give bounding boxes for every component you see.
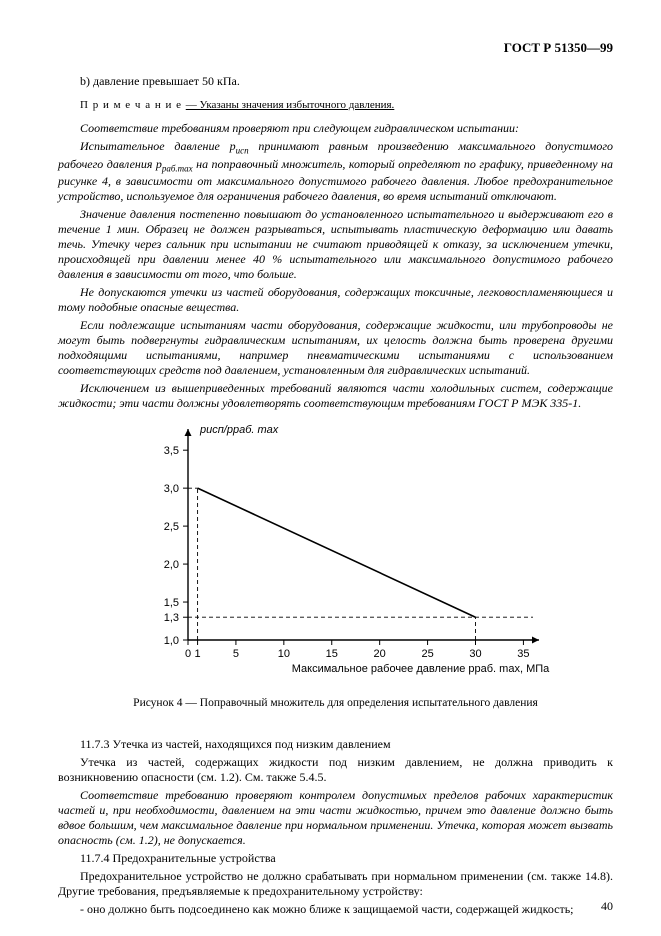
para-1: Соответствие требованиям проверяют при с… [58,121,613,136]
para-2: Испытательное давление pисп принимают ра… [58,139,613,204]
sec-11-7-4-p1: Предохранительное устройство не должно с… [58,869,613,899]
sec-11-7-3-head: 11.7.3 Утечка из частей, находящихся под… [58,737,613,752]
p2a: Испытательное давление p [80,139,236,153]
sec-11-7-4-head: 11.7.4 Предохранительные устройства [58,851,613,866]
svg-text:30: 30 [469,648,481,660]
sec-11-7-4-li1: - оно должно быть подсоединено как можно… [58,902,613,917]
note-label: П р и м е ч а н и е [80,99,182,111]
para-5: Если подлежащие испытаниям части оборудо… [58,318,613,378]
svg-text:1: 1 [195,648,201,660]
svg-text:3,0: 3,0 [164,483,179,495]
svg-text:20: 20 [374,648,386,660]
svg-text:2,0: 2,0 [164,559,179,571]
svg-text:0: 0 [185,648,191,660]
figure-4-caption: Рисунок 4 — Поправочный множитель для оп… [58,697,613,709]
para-6: Исключением из вышеприведенных требовани… [58,381,613,411]
svg-text:5: 5 [233,648,239,660]
sub-isp: исп [236,145,249,155]
svg-text:15: 15 [326,648,338,660]
sec-11-7-3-p2: Соответствие требованию проверяют контро… [58,788,613,848]
note-text: — Указаны значения избыточного давления. [186,99,395,111]
item-b: b) давление превышает 50 кПа. [58,74,613,89]
svg-text:Максимальное рабочее давление: Максимальное рабочее давление pраб. max,… [292,663,550,675]
page-number: 40 [601,899,613,914]
svg-text:35: 35 [517,648,529,660]
standard-header: ГОСТ Р 51350—99 [58,40,613,56]
figure-4: 0151015202530351,01,31,52,02,53,03,5pисп… [133,425,613,685]
svg-text:1,0: 1,0 [164,635,179,647]
svg-text:3,5: 3,5 [164,445,179,457]
sub-rabmax: раб.max [162,163,193,173]
svg-text:1,3: 1,3 [164,613,179,625]
svg-text:10: 10 [278,648,290,660]
svg-text:2,5: 2,5 [164,521,179,533]
para-4: Не допускаются утечки из частей оборудов… [58,285,613,315]
sec-11-7-3-p1: Утечка из частей, содержащих жидкости по… [58,755,613,785]
svg-text:25: 25 [421,648,433,660]
note-line: П р и м е ч а н и е — Указаны значения и… [58,99,613,111]
para-3: Значение давления постепенно повышают до… [58,207,613,282]
svg-text:pисп/pраб. max: pисп/pраб. max [199,425,279,436]
chart-svg: 0151015202530351,01,31,52,02,53,03,5pисп… [133,425,553,680]
svg-text:1,5: 1,5 [164,597,179,609]
page-root: ГОСТ Р 51350—99 b) давление превышает 50… [0,0,661,936]
